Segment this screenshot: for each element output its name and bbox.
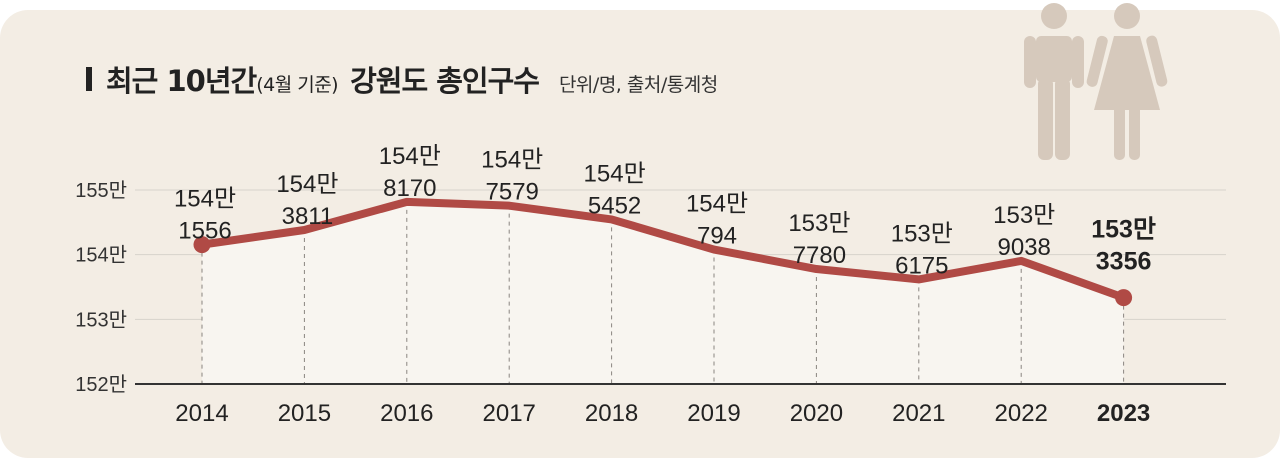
data-label-value: 794 [697, 223, 737, 250]
x-tick-label: 2018 [585, 400, 638, 427]
data-label-man: 154만 [686, 191, 748, 218]
data-label-value: 3811 [282, 203, 334, 230]
area-fill [202, 201, 1124, 384]
title-main: 최근 10년간 [106, 64, 257, 98]
series-line [198, 197, 1128, 302]
data-label-man: 153만 [1091, 216, 1156, 244]
data-label-value: 5452 [588, 192, 641, 219]
man-woman-icon [1024, 3, 1168, 160]
y-tick-label: 153만 [75, 308, 127, 331]
data-label-man: 154만 [174, 186, 236, 213]
data-label-man: 154만 [584, 160, 646, 187]
data-label-man: 153만 [993, 202, 1055, 229]
y-tick-label: 152만 [75, 373, 127, 396]
data-label-value: 1556 [178, 218, 231, 245]
data-label-man: 154만 [481, 147, 543, 174]
x-tick-label: 2022 [995, 400, 1048, 427]
y-tick-label: 154만 [75, 244, 127, 267]
x-tick-label: 2023 [1097, 400, 1150, 427]
data-point [1115, 289, 1133, 307]
data-label-man: 154만 [276, 171, 338, 198]
x-tick-label: 2016 [380, 400, 433, 427]
data-label-man: 153만 [891, 220, 953, 247]
unit-source-note: 단위/명, 출처/통계청 [558, 74, 718, 96]
data-label-man: 154만 [379, 143, 441, 170]
x-tick-label: 2015 [278, 400, 331, 427]
title-marker [86, 67, 92, 91]
x-tick-label: 2021 [892, 400, 945, 427]
title-period: (4월 기준) [256, 74, 339, 96]
x-tick-label: 2019 [687, 400, 740, 427]
data-point [193, 236, 211, 254]
title-region: 강원도 총인구수 [350, 64, 540, 98]
data-label-man: 153만 [788, 210, 850, 237]
data-label-value: 7780 [793, 242, 846, 269]
chart-title: 최근 10년간 (4월 기준) 강원도 총인구수 단위/명, 출처/통계청 [86, 58, 718, 100]
data-label-value: 7579 [486, 179, 539, 206]
data-label-value: 8170 [383, 175, 436, 202]
x-tick-label: 2014 [175, 400, 228, 427]
x-tick-label: 2017 [483, 400, 536, 427]
y-tick-label: 155만 [75, 179, 127, 202]
data-label-value: 6175 [895, 252, 948, 279]
x-tick-label: 2020 [790, 400, 843, 427]
data-label-value: 3356 [1096, 248, 1152, 276]
data-label-value: 9038 [998, 234, 1051, 261]
